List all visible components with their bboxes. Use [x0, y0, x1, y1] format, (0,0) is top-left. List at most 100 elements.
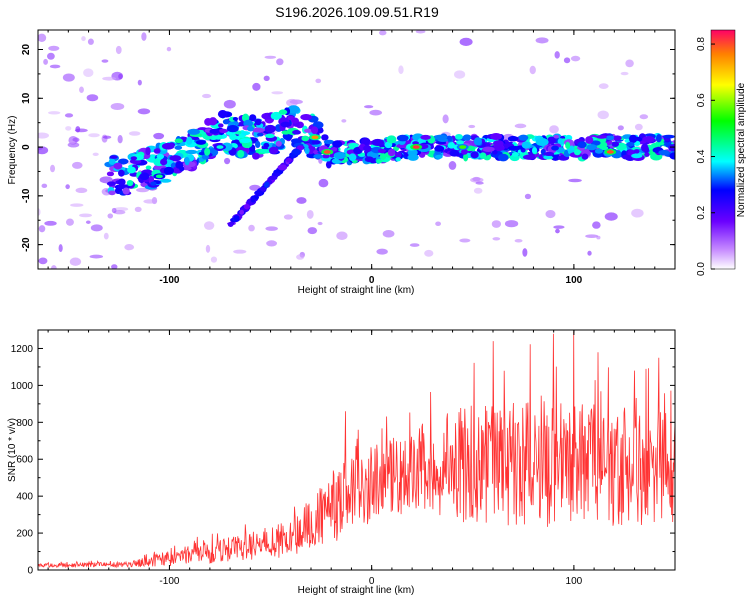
spectrogram-cell [420, 134, 431, 140]
spectrogram-cell [599, 146, 609, 151]
spectrogram-cell [101, 59, 109, 63]
spectrogram-cell [447, 142, 456, 149]
spectrogram-cell [208, 117, 218, 126]
spectrogram-cell [117, 135, 123, 144]
x-tick-label: -100 [159, 576, 179, 587]
spectrogram-cell [141, 32, 147, 41]
spectrogram-cell [203, 221, 215, 230]
spectrogram-cell [291, 148, 301, 156]
spectrogram-y-label: Frequency (Hz) [7, 116, 18, 185]
colorbar-ticks: 0.0 0.2 0.4 0.6 0.8 [696, 37, 715, 276]
spectrogram-cell [565, 141, 571, 150]
spectrogram-cell [300, 113, 312, 121]
spectrogram-cell [315, 78, 322, 84]
spectrogram-cell [322, 153, 330, 159]
spectrogram-cell [124, 244, 135, 251]
spectrogram-cell [407, 153, 419, 161]
spectrogram-cell [521, 141, 531, 149]
snr-x-label: Height of straight line (km) [298, 585, 415, 596]
spectrogram-cell [669, 152, 675, 160]
spectrogram-cell [597, 110, 609, 120]
spectrogram-cell [239, 138, 252, 144]
spectrogram-cell [297, 145, 304, 151]
spectrogram-cell [605, 135, 615, 141]
spectrogram-cell [99, 176, 113, 184]
spectrogram-cell [348, 142, 359, 149]
spectrogram-cell [145, 165, 152, 170]
spectrogram-cell [233, 249, 247, 254]
spectrogram-cell [563, 57, 571, 64]
spectrogram-cell [522, 248, 528, 257]
spectrogram-cell [529, 65, 536, 75]
y-tick-label: 0 [21, 144, 32, 150]
spectrogram-cell [255, 140, 261, 149]
spectrogram-cell [249, 114, 257, 122]
spectrogram-cell [586, 144, 598, 151]
spectrogram-cell [247, 125, 254, 132]
spectrogram-cell [38, 257, 48, 265]
spectrogram-cell [153, 164, 162, 170]
spectrogram-cell [122, 187, 130, 195]
spectrogram-cell [290, 117, 299, 124]
spectrogram-cell [283, 214, 293, 220]
spectrogram-cell [38, 208, 41, 216]
spectrogram-cell [292, 130, 301, 135]
spectrogram-cell [179, 165, 185, 172]
y-tick-label: 800 [16, 418, 33, 429]
spectrogram-cell [79, 213, 92, 218]
snr-frame [37, 329, 676, 571]
spectrogram-cell [382, 229, 395, 238]
spectrogram-cell [160, 158, 168, 166]
spectrogram-cell [311, 126, 319, 135]
spectrogram-cell [475, 181, 484, 185]
spectrogram-cell [492, 149, 498, 155]
spectrogram-cell [114, 207, 129, 212]
spectrogram-cell [150, 181, 157, 186]
y-tick-label: -20 [21, 237, 32, 252]
y-tick-label: 1000 [11, 381, 34, 392]
spectrogram-cell [611, 141, 620, 148]
spectrogram-cell [107, 213, 114, 219]
spectrogram-cell [434, 154, 443, 159]
spectrogram-cell [218, 128, 229, 134]
spectrogram-cell [592, 221, 601, 229]
spectrogram-cell [102, 135, 112, 139]
snr-x-ticks: -100 0 100 [47, 330, 676, 587]
spectrogram-cell [376, 158, 383, 164]
spectrogram-cell [71, 161, 83, 169]
y-tick-label: 20 [21, 44, 32, 56]
spectrogram-cell [70, 203, 84, 207]
spectrogram-cell [174, 138, 183, 144]
spectrogram-cell [254, 118, 262, 126]
spectrogram-cell [264, 124, 276, 133]
spectrogram-cell [48, 111, 61, 115]
spectrogram-cell [79, 86, 84, 93]
y-tick-label: -10 [21, 188, 32, 203]
spectrogram-x-label: Height of straight line (km) [298, 285, 415, 296]
spectrogram-cell [153, 132, 165, 140]
spectrogram-cell [363, 145, 372, 152]
spectrogram-cell [581, 153, 589, 160]
spectrogram-cell [251, 127, 265, 133]
spectrogram-cell [185, 149, 198, 155]
spectrogram-cell [257, 132, 264, 137]
spectrogram-cell [43, 58, 48, 65]
colorbar-tick-label: 0.2 [696, 205, 707, 219]
spectrogram-cell [482, 146, 495, 152]
spectrogram-cell [145, 147, 151, 156]
spectrogram-cell [323, 139, 335, 145]
spectrogram-cell [497, 153, 509, 162]
spectrogram-cell [252, 82, 261, 91]
spectrogram-cell [272, 172, 281, 176]
spectrogram-cell [318, 178, 329, 188]
spectrogram-cell [613, 135, 622, 141]
spectrogram-cell [255, 189, 263, 197]
snr-y-ticks: 0 200 400 600 800 1000 1200 [11, 329, 675, 577]
spectrogram-cell [473, 137, 482, 146]
spectrogram-cell [492, 140, 504, 147]
spectrogram-cell [449, 149, 460, 157]
spectrogram-cell [317, 221, 323, 226]
spectrogram-cell [250, 196, 256, 203]
spectrogram-hotspot [323, 150, 331, 154]
